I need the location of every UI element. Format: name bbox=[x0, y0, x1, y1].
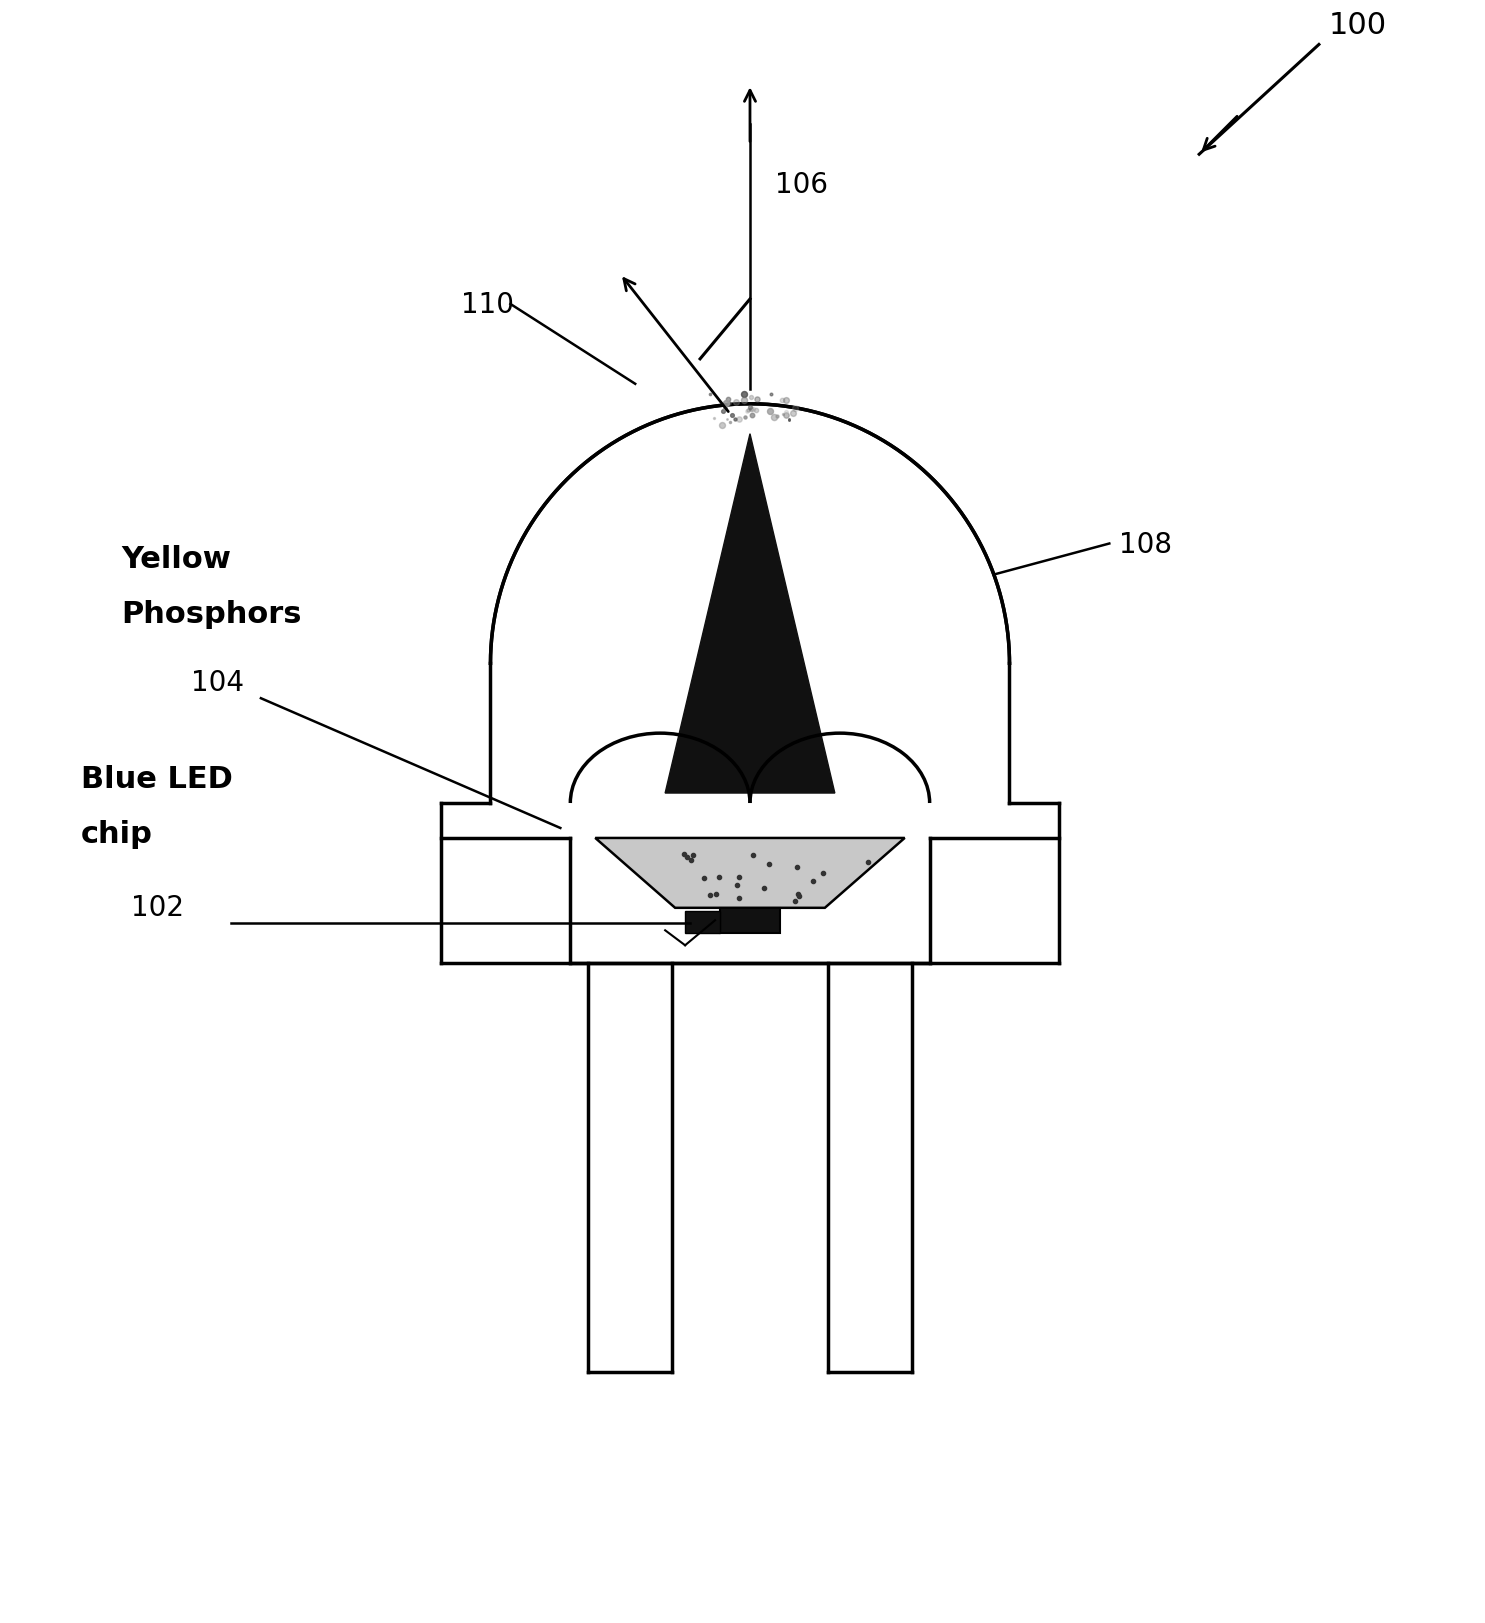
Text: 110: 110 bbox=[460, 291, 514, 318]
Bar bbox=[685, 911, 720, 933]
Text: 100: 100 bbox=[1329, 11, 1387, 41]
Text: chip: chip bbox=[82, 820, 153, 849]
Text: Phosphors: Phosphors bbox=[122, 601, 301, 630]
Text: 102: 102 bbox=[131, 893, 184, 922]
Text: Yellow: Yellow bbox=[122, 545, 232, 575]
Bar bbox=[720, 909, 780, 933]
Polygon shape bbox=[490, 404, 1010, 803]
Text: 108: 108 bbox=[1120, 531, 1172, 558]
Bar bbox=[441, 803, 1059, 962]
Text: 104: 104 bbox=[192, 669, 244, 696]
Text: Blue LED: Blue LED bbox=[82, 764, 233, 794]
Bar bbox=[827, 962, 912, 1371]
Bar bbox=[588, 962, 673, 1371]
Text: 106: 106 bbox=[775, 170, 829, 200]
Polygon shape bbox=[595, 839, 904, 909]
Polygon shape bbox=[665, 435, 835, 794]
